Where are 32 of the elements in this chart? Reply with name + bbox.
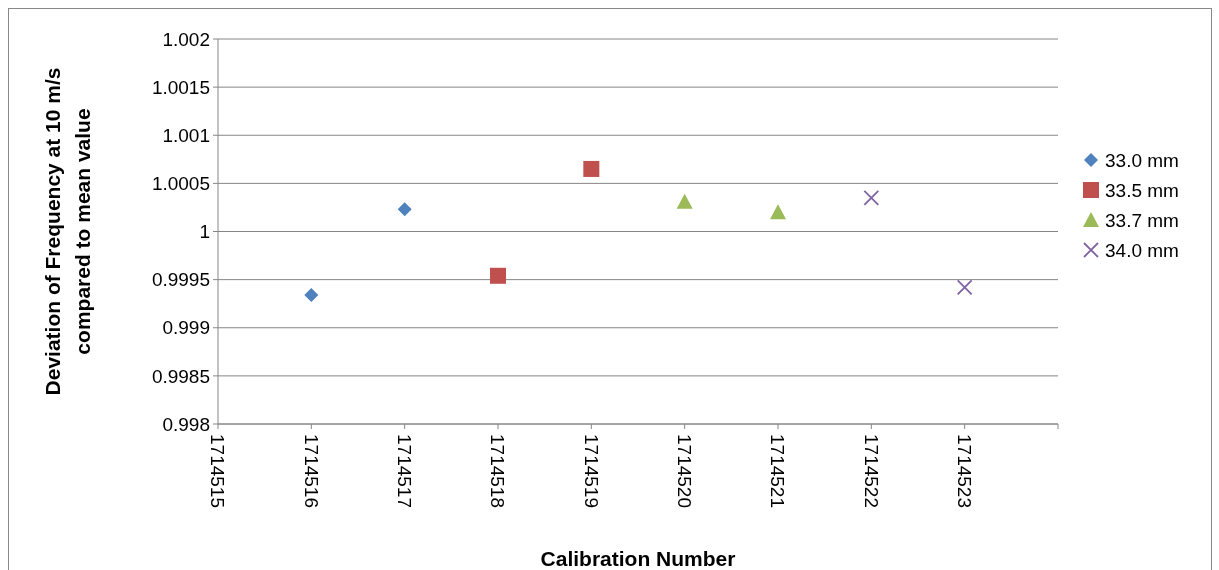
x-axis-title: Calibration Number xyxy=(540,547,736,570)
legend-label: 33.7 mm xyxy=(1105,209,1179,231)
x-tick-label: 1714516 xyxy=(300,434,322,508)
legend-label: 33.0 mm xyxy=(1105,149,1179,171)
y-tick-label: 1.002 xyxy=(162,28,210,50)
point xyxy=(956,279,973,296)
point xyxy=(863,189,880,206)
y-axis-title: Deviation of Frequency at 10 m/s compared to mean value xyxy=(41,67,94,396)
y-tick-label: 1.0005 xyxy=(151,173,210,195)
y-tick-label: 1.001 xyxy=(162,124,210,146)
x-tick-label: 1714520 xyxy=(674,434,696,508)
x-tick-label: 1714518 xyxy=(487,434,509,508)
x-tick-label: 1714522 xyxy=(860,434,882,508)
point xyxy=(583,160,600,177)
point xyxy=(397,202,412,217)
legend-label: 34.0 mm xyxy=(1105,239,1179,261)
legend-label: 33.5 mm xyxy=(1105,179,1179,201)
point xyxy=(490,267,506,284)
point xyxy=(676,193,693,209)
point xyxy=(770,204,786,220)
y-tick-label: 0.9985 xyxy=(151,365,210,387)
y-tick-label: 1 xyxy=(199,221,210,243)
point xyxy=(304,288,319,303)
y-tick-label: 1.0015 xyxy=(151,76,210,98)
y-tick-label: 0.998 xyxy=(162,413,210,435)
x-tick-label: 1714523 xyxy=(954,434,976,508)
y-tick-label: 0.9995 xyxy=(151,269,210,291)
x-tick-label: 1714517 xyxy=(394,434,416,508)
x-tick-label: 1714519 xyxy=(580,434,602,508)
x-tick-label: 1714521 xyxy=(767,434,789,508)
y-tick-label: 0.999 xyxy=(162,317,210,339)
x-tick-label: 1714515 xyxy=(207,434,229,508)
